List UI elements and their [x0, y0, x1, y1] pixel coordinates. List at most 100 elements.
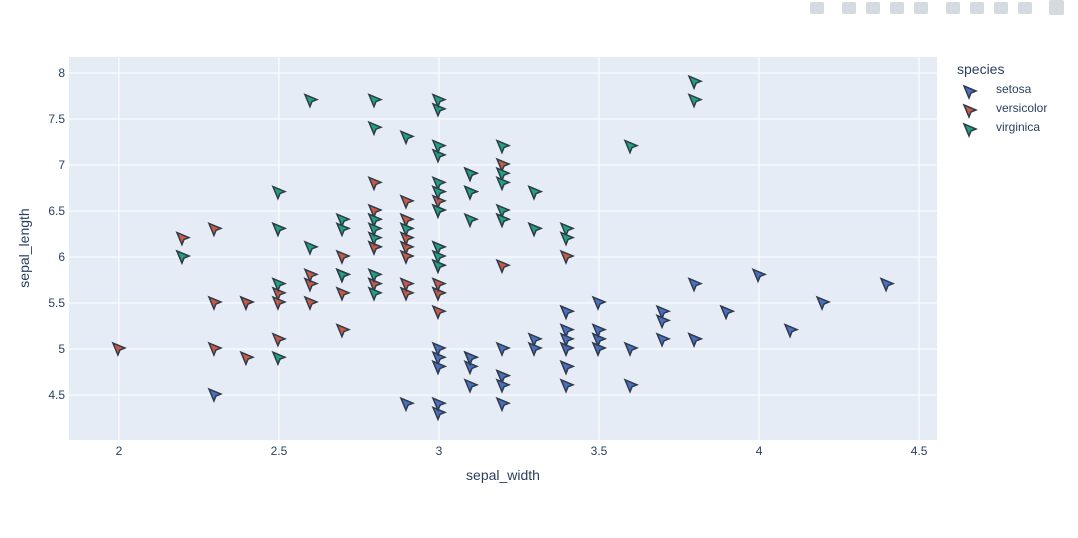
marker	[623, 341, 640, 357]
marker	[495, 157, 511, 173]
marker	[495, 396, 511, 413]
marker	[559, 323, 575, 339]
legend-label: virginica	[996, 120, 1040, 134]
legend-label: setosa	[996, 82, 1032, 96]
marker	[623, 139, 640, 155]
marker	[431, 277, 447, 293]
marker	[271, 185, 287, 201]
y-tick-label: 8	[58, 66, 65, 80]
marker	[271, 332, 287, 348]
marker	[335, 268, 351, 284]
marker	[463, 360, 479, 376]
marker	[527, 222, 543, 238]
modebar-button[interactable]	[970, 2, 984, 14]
marker	[495, 258, 511, 275]
y-tick-label: 6	[58, 250, 65, 264]
marker	[271, 350, 287, 367]
marker	[303, 295, 319, 311]
marker	[431, 249, 447, 265]
marker	[399, 222, 415, 238]
marker	[399, 240, 415, 256]
modebar-button[interactable]	[914, 2, 928, 14]
marker	[495, 341, 511, 357]
marker	[367, 268, 383, 284]
modebar-button[interactable]	[890, 2, 904, 14]
modebar-button[interactable]	[810, 2, 824, 14]
x-tick-label: 2.5	[271, 444, 288, 458]
x-tick-label: 4.5	[911, 444, 928, 458]
marker	[335, 249, 351, 265]
modebar-logo[interactable]	[1049, 0, 1064, 15]
marker	[399, 130, 415, 146]
marker	[239, 350, 255, 367]
y-tick-label: 7.5	[48, 112, 65, 126]
marker	[559, 360, 575, 376]
marker	[367, 231, 383, 247]
marker	[111, 341, 127, 357]
marker	[687, 332, 704, 348]
marker	[335, 222, 351, 238]
marker	[367, 286, 383, 302]
marker	[239, 295, 255, 311]
marker	[303, 93, 319, 109]
marker	[207, 295, 223, 311]
modebar-button[interactable]	[866, 2, 880, 14]
marker	[271, 277, 287, 293]
marker	[431, 240, 447, 256]
legend-title: species	[957, 61, 1004, 77]
marker	[431, 360, 447, 376]
x-tick-label: 3.5	[591, 444, 608, 458]
marker	[623, 378, 640, 394]
marker	[687, 74, 704, 91]
marker	[431, 176, 447, 192]
modebar-button[interactable]	[946, 2, 960, 14]
y-axis-title: sepal_length	[16, 208, 32, 287]
marker	[399, 396, 415, 413]
marker	[431, 258, 447, 275]
marker	[431, 148, 447, 164]
legend-marker	[962, 84, 978, 100]
modebar-button[interactable]	[1018, 2, 1032, 14]
modebar-button[interactable]	[994, 2, 1008, 14]
marker	[399, 194, 415, 210]
markers	[111, 74, 896, 422]
marker	[431, 194, 447, 210]
marker	[591, 332, 608, 348]
marker	[335, 286, 351, 302]
marker	[431, 286, 447, 302]
marker	[495, 139, 511, 155]
marker	[559, 332, 575, 348]
marker	[495, 176, 511, 192]
marker	[399, 231, 415, 247]
marker	[303, 277, 319, 293]
marker	[751, 268, 768, 284]
x-tick-label: 2	[116, 444, 123, 458]
y-tick-label: 6.5	[48, 204, 65, 218]
marker	[655, 332, 672, 348]
marker	[463, 378, 479, 394]
legend-marker	[962, 103, 978, 119]
marker	[271, 295, 287, 311]
marker	[879, 277, 896, 293]
marker	[207, 387, 223, 403]
marker	[399, 249, 415, 265]
marker	[367, 277, 383, 293]
y-tick-label: 7	[58, 158, 65, 172]
marker	[431, 304, 447, 321]
legend: setosa versicolor virginica	[962, 82, 1047, 138]
x-axis-title: sepal_width	[466, 467, 540, 483]
marker	[335, 212, 351, 229]
marker	[463, 166, 479, 183]
marker	[367, 222, 383, 238]
marker	[367, 240, 383, 256]
marker	[271, 222, 287, 238]
marker	[495, 166, 511, 183]
legend-label: versicolor	[996, 101, 1047, 115]
modebar-button[interactable]	[842, 2, 856, 14]
marker	[591, 341, 608, 357]
marker	[431, 341, 447, 357]
marker	[559, 304, 575, 321]
y-tick-label: 5.5	[48, 296, 65, 310]
marker	[431, 203, 447, 219]
